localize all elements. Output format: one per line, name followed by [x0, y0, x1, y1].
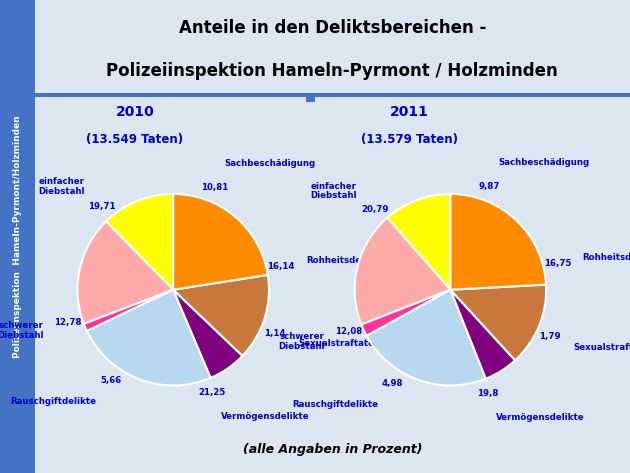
Wedge shape — [367, 289, 486, 385]
Text: Sachbeschädigung: Sachbeschädigung — [498, 158, 590, 167]
Text: 21,25: 21,25 — [198, 388, 226, 397]
Text: Rohheitsdelikte: Rohheitsdelikte — [306, 256, 383, 265]
Wedge shape — [387, 194, 450, 289]
Wedge shape — [106, 194, 173, 289]
Text: 16,14: 16,14 — [267, 262, 295, 271]
Text: Anteile in den Deliktsbereichen -: Anteile in den Deliktsbereichen - — [179, 19, 486, 37]
Text: Vermögensdelikte: Vermögensdelikte — [221, 412, 310, 421]
Text: Sexualstraftaten: Sexualstraftaten — [573, 343, 630, 352]
Text: Rauschgiftdelikte: Rauschgiftdelikte — [10, 397, 96, 406]
Text: 2011: 2011 — [390, 105, 429, 119]
Text: 20,79: 20,79 — [361, 205, 388, 214]
Text: einfacher
Diebstahl: einfacher Diebstahl — [38, 177, 85, 196]
Text: Sexualstraftaten: Sexualstraftaten — [298, 339, 381, 348]
Text: (13.549 Taten): (13.549 Taten) — [86, 133, 183, 146]
Wedge shape — [361, 289, 450, 336]
Text: 1,14: 1,14 — [264, 329, 285, 338]
Wedge shape — [173, 289, 243, 378]
Text: 12,78: 12,78 — [54, 318, 82, 327]
Wedge shape — [355, 218, 450, 324]
Wedge shape — [87, 289, 210, 385]
Text: 19,71: 19,71 — [88, 201, 115, 210]
Text: 16,75: 16,75 — [544, 259, 571, 268]
Text: Polizeiinspektion Hameln-Pyrmont / Holzminden: Polizeiinspektion Hameln-Pyrmont / Holzm… — [106, 62, 558, 80]
Wedge shape — [173, 275, 269, 356]
Wedge shape — [77, 221, 173, 324]
Text: 19,8: 19,8 — [477, 389, 498, 398]
Text: schwerer
Diebstahl: schwerer Diebstahl — [278, 332, 324, 350]
Text: Sachbeschädigung: Sachbeschädigung — [225, 159, 316, 168]
Text: einfacher
Diebstahl: einfacher Diebstahl — [311, 182, 357, 201]
Text: Rauschgiftdelikte: Rauschgiftdelikte — [292, 401, 378, 410]
Text: (13.579 Taten): (13.579 Taten) — [361, 133, 458, 146]
Text: Rohheitsdelikte: Rohheitsdelikte — [583, 253, 630, 262]
Wedge shape — [450, 289, 515, 379]
Text: 2010: 2010 — [115, 105, 154, 119]
Wedge shape — [450, 194, 546, 289]
Text: 12,08: 12,08 — [335, 327, 362, 336]
Text: schwerer
Diebstahl: schwerer Diebstahl — [0, 321, 43, 340]
Text: 10,81: 10,81 — [202, 183, 229, 193]
Text: (alle Angaben in Prozent): (alle Angaben in Prozent) — [243, 443, 422, 456]
Text: 5,66: 5,66 — [100, 376, 121, 385]
Wedge shape — [84, 289, 173, 331]
Wedge shape — [173, 194, 268, 289]
Text: Polizeiinspektion  Hameln-Pyrmont/Holzminden: Polizeiinspektion Hameln-Pyrmont/Holzmin… — [13, 115, 22, 358]
Text: Vermögensdelikte: Vermögensdelikte — [496, 413, 585, 422]
Text: 4,98: 4,98 — [381, 378, 403, 387]
Wedge shape — [450, 285, 546, 360]
Text: 9,87: 9,87 — [479, 182, 500, 191]
Text: 1,79: 1,79 — [539, 332, 561, 341]
